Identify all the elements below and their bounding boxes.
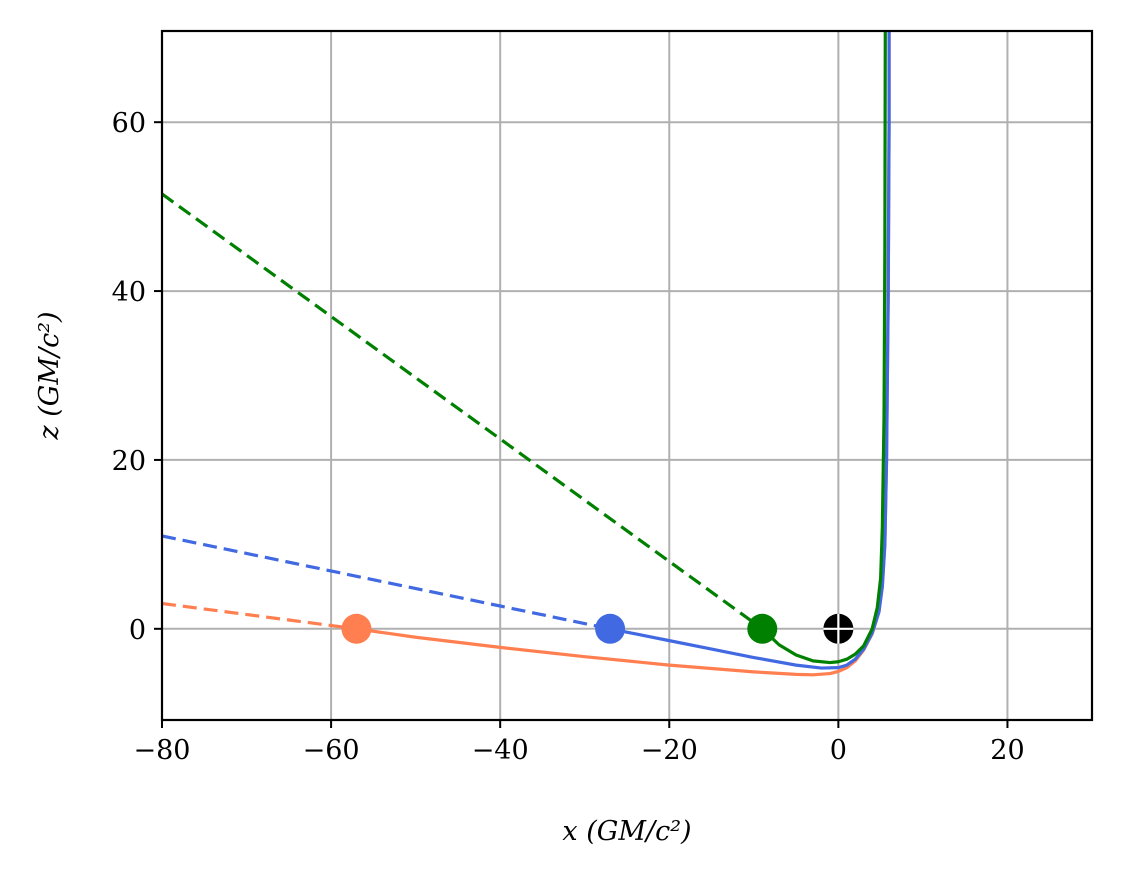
y-tick-label: 40 xyxy=(112,277,146,308)
marker-points xyxy=(341,613,854,644)
marker-point-0 xyxy=(341,613,372,644)
marker-point-1 xyxy=(595,613,626,644)
y-tick-label: 0 xyxy=(129,615,146,646)
series-line-3 xyxy=(609,31,891,670)
series-line-0 xyxy=(162,601,357,631)
x-axis-label: x (GM/c²) xyxy=(562,816,691,847)
x-tick-label: 0 xyxy=(830,735,847,766)
x-tick-label: −80 xyxy=(134,735,191,766)
series-line-5 xyxy=(761,31,887,665)
x-tick-label: −60 xyxy=(303,735,360,766)
series-lines xyxy=(162,31,891,677)
plot-frame xyxy=(160,29,1094,722)
x-tick-label: −40 xyxy=(472,735,529,766)
y-tick-label: 60 xyxy=(112,108,146,139)
series-line-2 xyxy=(162,534,611,631)
y-tick-label: 20 xyxy=(112,446,146,477)
y-axis-label: z (GM/c²) xyxy=(34,311,65,440)
series-line-4 xyxy=(162,192,764,631)
x-tick-label: 20 xyxy=(990,735,1024,766)
grid xyxy=(161,31,1092,720)
series-line-1 xyxy=(356,31,891,677)
x-tick-label: −20 xyxy=(641,735,698,766)
axis-ticks: −80 −60 −40 −20 0 20 0 20 40 60 xyxy=(112,108,1025,766)
marker-point-2 xyxy=(747,613,778,644)
